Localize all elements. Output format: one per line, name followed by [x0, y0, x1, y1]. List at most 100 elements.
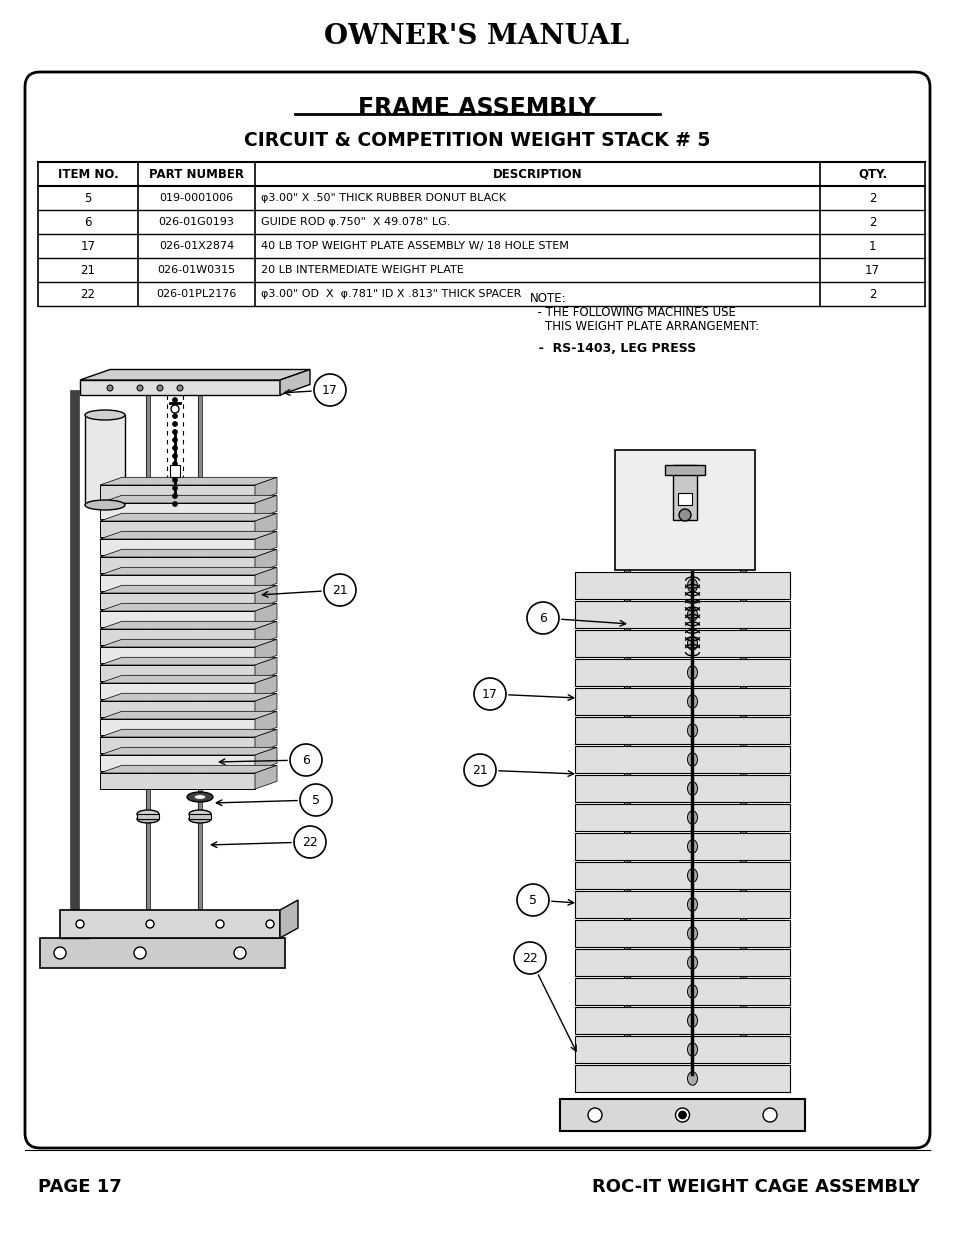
Ellipse shape [687, 579, 697, 593]
Polygon shape [100, 719, 254, 735]
Bar [85, 415, 125, 505]
Text: 1: 1 [868, 240, 876, 252]
Ellipse shape [687, 695, 697, 708]
Bar [664, 466, 704, 475]
Polygon shape [100, 514, 276, 521]
Circle shape [172, 501, 177, 506]
Text: 20 LB INTERMEDIATE WEIGHT PLATE: 20 LB INTERMEDIATE WEIGHT PLATE [261, 266, 463, 275]
Circle shape [76, 920, 84, 927]
Polygon shape [254, 495, 276, 519]
Ellipse shape [187, 792, 213, 802]
Bar [575, 746, 789, 773]
Circle shape [172, 453, 177, 458]
Text: 21: 21 [332, 583, 348, 597]
Polygon shape [254, 567, 276, 592]
Ellipse shape [193, 794, 206, 799]
Text: PAGE 17: PAGE 17 [38, 1178, 122, 1195]
Ellipse shape [137, 815, 159, 823]
Circle shape [517, 884, 548, 916]
Polygon shape [100, 747, 276, 755]
Text: DESCRIPTION: DESCRIPTION [492, 168, 581, 180]
Polygon shape [80, 369, 310, 380]
Circle shape [172, 494, 177, 499]
Bar [575, 659, 789, 685]
Polygon shape [100, 531, 276, 538]
Text: 5: 5 [84, 191, 91, 205]
Ellipse shape [687, 956, 697, 969]
Polygon shape [254, 514, 276, 537]
Text: 40 LB TOP WEIGHT PLATE ASSEMBLY W/ 18 HOLE STEM: 40 LB TOP WEIGHT PLATE ASSEMBLY W/ 18 HO… [261, 241, 568, 251]
Circle shape [172, 469, 177, 474]
Polygon shape [100, 629, 254, 645]
Bar [575, 1065, 789, 1092]
Bar [575, 804, 789, 831]
Polygon shape [100, 621, 276, 629]
Polygon shape [100, 611, 254, 627]
Circle shape [172, 430, 177, 435]
Circle shape [172, 405, 177, 410]
Text: 2: 2 [868, 288, 876, 300]
Text: φ3.00" X .50" THICK RUBBER DONUT BLACK: φ3.00" X .50" THICK RUBBER DONUT BLACK [261, 193, 505, 203]
Circle shape [172, 485, 177, 490]
Circle shape [54, 947, 66, 960]
Ellipse shape [687, 753, 697, 766]
Circle shape [314, 374, 346, 406]
Circle shape [177, 385, 183, 391]
Text: NOTE:: NOTE: [530, 291, 566, 305]
Ellipse shape [687, 984, 697, 998]
Polygon shape [254, 657, 276, 680]
Ellipse shape [687, 840, 697, 853]
Polygon shape [254, 604, 276, 627]
Circle shape [172, 414, 177, 419]
Polygon shape [280, 900, 297, 939]
Polygon shape [100, 683, 254, 699]
Text: 2: 2 [868, 191, 876, 205]
Polygon shape [254, 676, 276, 699]
Polygon shape [40, 939, 285, 968]
Circle shape [215, 920, 224, 927]
Polygon shape [254, 621, 276, 645]
FancyBboxPatch shape [25, 72, 929, 1149]
Polygon shape [254, 531, 276, 555]
Bar [137, 814, 159, 819]
Text: GUIDE ROD φ.750"  X 49.078" LG.: GUIDE ROD φ.750" X 49.078" LG. [261, 217, 450, 227]
Text: 5: 5 [529, 893, 537, 906]
Polygon shape [100, 773, 254, 789]
Text: 17: 17 [80, 240, 95, 252]
Circle shape [146, 920, 153, 927]
Ellipse shape [687, 637, 697, 651]
Circle shape [299, 784, 332, 816]
Polygon shape [100, 647, 254, 663]
Text: 6: 6 [84, 215, 91, 228]
Polygon shape [254, 550, 276, 573]
Ellipse shape [687, 898, 697, 911]
Polygon shape [100, 521, 254, 537]
Bar [575, 890, 789, 918]
Polygon shape [100, 550, 276, 557]
Bar [575, 688, 789, 715]
Polygon shape [254, 693, 276, 718]
Bar [575, 630, 789, 657]
Circle shape [171, 405, 179, 412]
Ellipse shape [85, 410, 125, 420]
Circle shape [172, 437, 177, 442]
Polygon shape [100, 477, 276, 485]
Polygon shape [100, 485, 254, 501]
Circle shape [474, 678, 505, 710]
Bar [575, 1036, 789, 1063]
Polygon shape [100, 676, 276, 683]
Polygon shape [100, 766, 276, 773]
Bar [575, 832, 789, 860]
Text: 2: 2 [868, 215, 876, 228]
Circle shape [172, 462, 177, 467]
Circle shape [157, 385, 163, 391]
Bar [678, 493, 691, 505]
Text: 22: 22 [80, 288, 95, 300]
Text: 22: 22 [302, 836, 317, 848]
Text: 6: 6 [538, 611, 546, 625]
Bar [575, 572, 789, 599]
Ellipse shape [687, 1072, 697, 1086]
Circle shape [107, 385, 112, 391]
Circle shape [172, 421, 177, 426]
Circle shape [133, 947, 146, 960]
